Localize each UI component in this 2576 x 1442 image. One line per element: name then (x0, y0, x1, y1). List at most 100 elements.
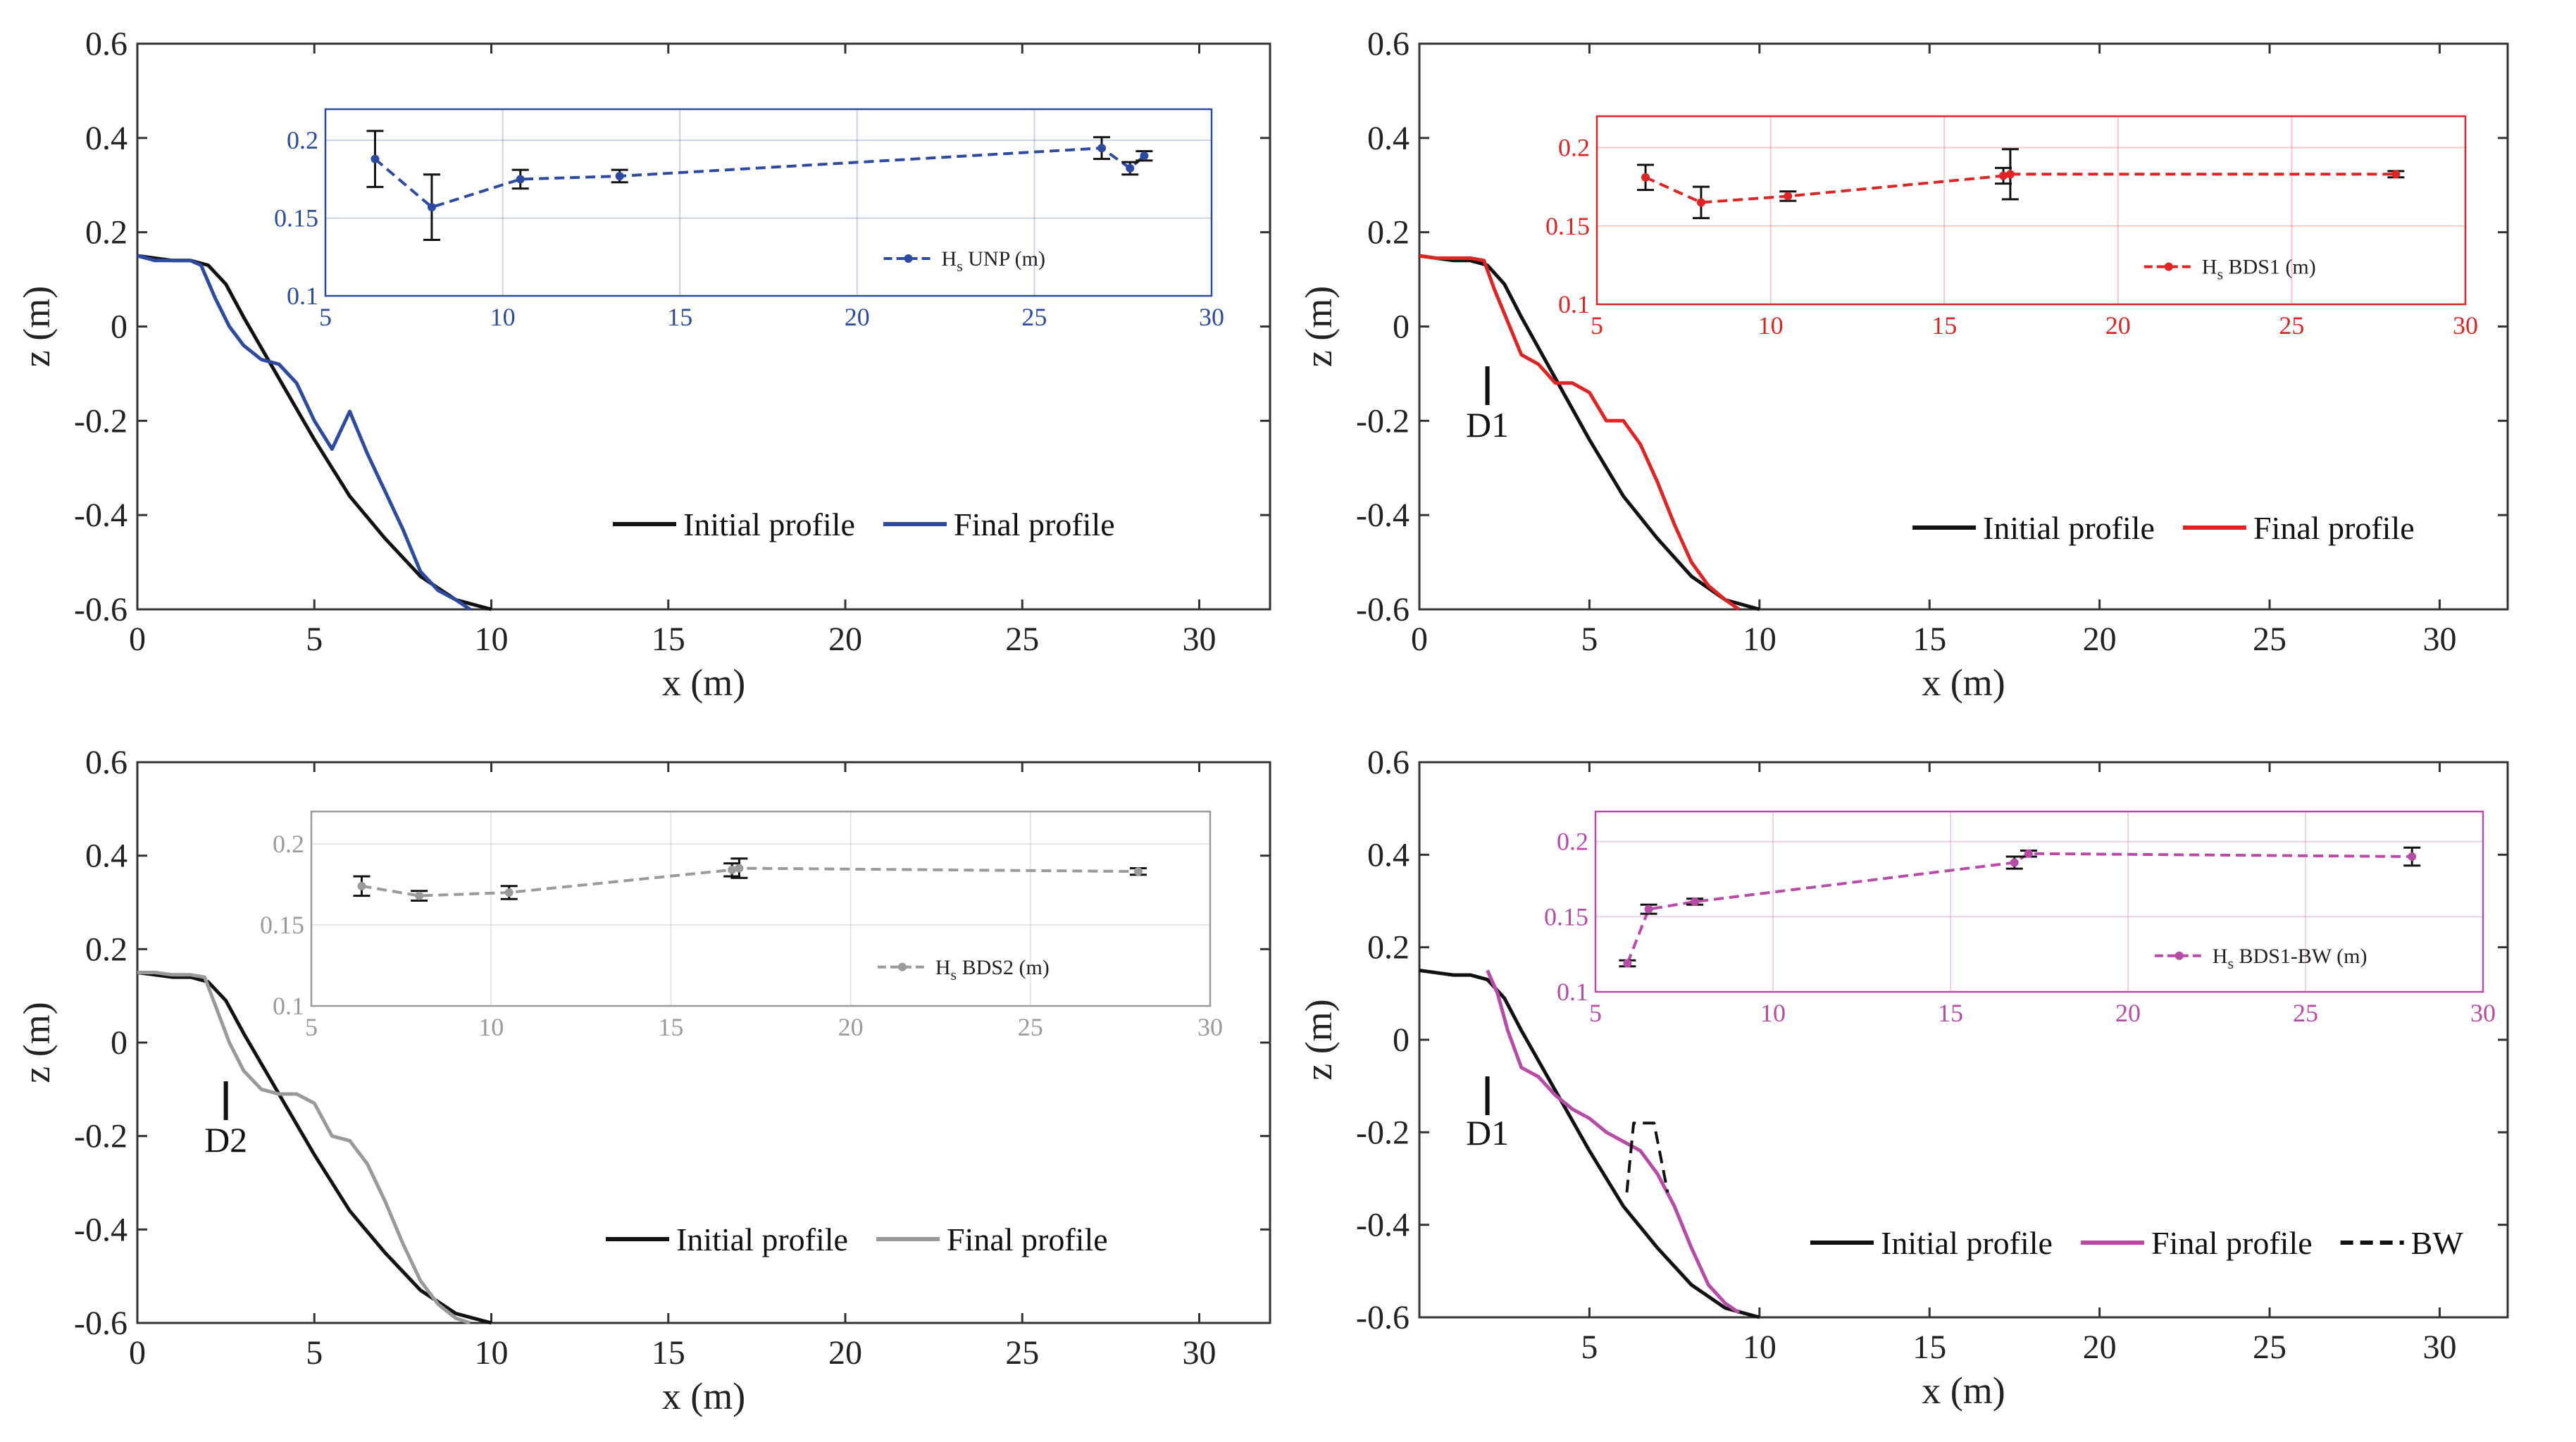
legend-entry: Final profile (2151, 1225, 2313, 1261)
series-line-bw (1625, 1121, 1669, 1193)
x-tick-label: 20 (2083, 1329, 2117, 1366)
y-tick-label: -0.6 (1356, 591, 1410, 628)
inset-data-point (1641, 173, 1650, 182)
annotation-label: D1 (1466, 1113, 1509, 1152)
y-tick-label: -0.2 (1356, 402, 1410, 440)
x-tick-label: 0 (129, 621, 146, 658)
y-tick-label: -0.4 (1356, 1207, 1410, 1244)
inset-x-tick-label: 25 (2293, 999, 2318, 1027)
inset-y-tick-label: 0.1 (1558, 290, 1590, 318)
inset-x-tick-label: 5 (305, 1013, 318, 1041)
y-tick-label: 0 (1393, 1021, 1410, 1059)
inset-data-point (1784, 192, 1793, 201)
panel-bottom-left: -0.6 -0.4 -0.2 0 0.2 0.4 0.6 0 5 10 15 20 25 30 x (m) z… (15, 744, 1271, 1417)
x-tick-label: 25 (2253, 621, 2286, 658)
panel-bottom-right: -0.6 -0.4 -0.2 0 0.2 0.4 0.6 5 10 15 20 25 30 x (m) z … (1298, 744, 2509, 1412)
inset-x-tick-label: 5 (319, 303, 332, 331)
x-tick-label: 0 (129, 1334, 146, 1372)
inset-legend-label: Hs BDS2 (m) (935, 956, 1050, 983)
x-tick-label: 10 (1743, 621, 1777, 658)
inset-data-point (1623, 959, 1632, 968)
y-tick-label: 0.2 (1367, 929, 1410, 966)
y-tick-label: 0.6 (1367, 744, 1410, 781)
x-tick-label: 20 (828, 1334, 862, 1372)
inset-data-point (1999, 171, 2008, 180)
y-tick-label: 0.2 (85, 931, 127, 968)
y-tick-label: 0.4 (85, 120, 127, 157)
x-tick-label: 15 (652, 1334, 685, 1372)
inset-data-point (415, 891, 424, 900)
x-tick-label: 30 (1183, 621, 1217, 658)
inset-chart: 5 10 15 20 25 30 0.1 0.15 0.2 Hs BDS2 (m) (260, 810, 1223, 1041)
inset-x-tick-label: 30 (1197, 1013, 1223, 1041)
annotation-label: D1 (1466, 405, 1509, 445)
x-tick-label: 30 (1183, 1334, 1217, 1372)
inset-frame (1594, 810, 2484, 993)
inset-y-tick-label: 0.2 (1557, 828, 1588, 856)
y-tick-label: 0.4 (1367, 120, 1410, 157)
legend-entry: Initial profile (676, 1222, 848, 1257)
series-line-final-profile (1486, 969, 1741, 1314)
inset-x-tick-label: 25 (1021, 303, 1047, 331)
series-line-final-profile (1419, 254, 1741, 611)
inset-x-tick-label: 20 (845, 303, 870, 331)
y-tick-label: -0.2 (74, 1118, 127, 1155)
y-axis-label: z (m) (1298, 999, 1340, 1080)
legend-entry: Final profile (947, 1222, 1108, 1257)
inset-data-point (2408, 852, 2417, 861)
series-line-final-profile (137, 254, 471, 611)
inset-x-tick-label: 10 (490, 303, 516, 331)
y-axis-label: z (m) (15, 1002, 58, 1083)
y-tick-label: -0.4 (74, 497, 127, 534)
x-tick-label: 5 (1581, 1329, 1598, 1366)
series-line-final-profile (137, 971, 471, 1325)
inset-y-tick-label: 0.15 (260, 911, 304, 939)
inset-x-tick-label: 30 (1199, 303, 1224, 331)
inset-y-tick-label: 0.1 (1557, 978, 1588, 1006)
inset-chart: 5 10 15 20 25 30 0.1 0.15 0.2 Hs BDS1-BW (m) (1544, 810, 2496, 1027)
panel-top-left: -0.6 -0.4 -0.2 0 0.2 0.4 0.6 0 5 10 15 20 25 30 x (m) z… (15, 25, 1271, 704)
inset-legend-marker (2164, 262, 2173, 271)
annotation-label: D2 (204, 1120, 247, 1160)
x-tick-label: 10 (475, 1334, 509, 1372)
inset-x-tick-label: 10 (1758, 311, 1784, 340)
inset-x-tick-label: 5 (1591, 311, 1603, 340)
inset-x-tick-label: 30 (2453, 311, 2478, 340)
x-tick-label: 20 (2083, 621, 2117, 658)
inset-data-point (1644, 905, 1653, 914)
x-tick-label: 15 (1912, 621, 1946, 658)
x-axis-label: x (m) (662, 1375, 745, 1417)
inset-y-tick-label: 0.1 (273, 992, 304, 1020)
x-tick-label: 10 (1743, 1329, 1777, 1366)
inset-x-tick-label: 15 (1938, 999, 1963, 1027)
inset-legend-label: Hs BDS1-BW (m) (2213, 945, 2367, 972)
panel-top-right: -0.6 -0.4 -0.2 0 0.2 0.4 0.6 0 5 10 15 20 25 30 x (m) z… (1298, 25, 2509, 704)
inset-data-point (1696, 198, 1705, 207)
y-tick-label: 0.2 (1367, 214, 1410, 251)
inset-data-point (2010, 858, 2019, 867)
inset-legend-label: Hs BDS1 (m) (2202, 256, 2316, 283)
x-tick-label: 25 (2253, 1329, 2286, 1366)
x-tick-label: 25 (1005, 1334, 1039, 1372)
x-tick-label: 15 (1912, 1329, 1946, 1366)
inset-series-line (361, 866, 1138, 897)
inset-legend-label: Hs UNP (m) (942, 247, 1045, 275)
y-tick-label: -0.2 (74, 402, 127, 440)
inset-chart: 5 10 15 20 25 30 0.1 0.15 0.2 Hs BDS1 (m) (1545, 115, 2478, 340)
inset-legend-marker (2174, 951, 2184, 960)
inset-y-tick-label: 0.15 (274, 204, 318, 232)
inset-x-tick-label: 20 (2105, 311, 2131, 340)
legend-entry: Final profile (2253, 510, 2415, 546)
series-line-initial-profile (1419, 969, 1760, 1319)
x-tick-label: 20 (828, 621, 862, 658)
inset-data-point (2024, 849, 2033, 858)
inset-x-tick-label: 10 (478, 1013, 504, 1041)
x-axis-label: x (m) (1922, 1369, 2005, 1412)
y-tick-label: -0.6 (1356, 1299, 1410, 1336)
inset-x-tick-label: 15 (1931, 311, 1957, 340)
inset-y-tick-label: 0.2 (1558, 134, 1590, 162)
inset-data-point (1133, 867, 1143, 876)
inset-frame (310, 810, 1212, 1007)
legend-entry: BW (2411, 1225, 2464, 1261)
inset-data-point (504, 888, 514, 897)
